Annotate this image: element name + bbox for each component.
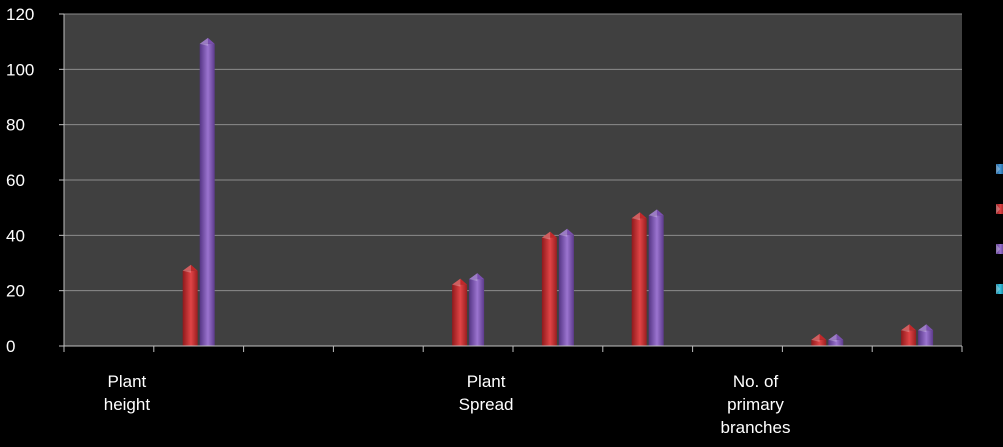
bar (901, 324, 917, 346)
x-category-label: No. of primary branches (721, 372, 791, 437)
bar (469, 273, 485, 346)
bar (811, 333, 827, 346)
x-category-label-line: Plant (467, 372, 506, 391)
y-tick-label: 120 (6, 5, 34, 24)
x-category-label-line: height (104, 395, 151, 414)
bar (631, 212, 647, 346)
x-category-label-line: primary (727, 395, 784, 414)
axes (59, 13, 963, 352)
legend (996, 164, 1003, 294)
bar (541, 231, 557, 346)
bar (648, 209, 664, 346)
bar (452, 278, 468, 346)
x-category-label: Plant Spread (459, 372, 514, 414)
legend-marker (996, 284, 1003, 294)
bar (558, 228, 574, 346)
legend-marker (996, 244, 1003, 254)
y-tick-label: 60 (6, 171, 25, 190)
y-tick-label: 20 (6, 282, 25, 301)
x-category-label-line: No. of (733, 372, 779, 391)
y-tick-label: 0 (6, 337, 15, 356)
legend-marker (996, 204, 1003, 214)
x-category-label: Plant height (104, 372, 151, 414)
bar (182, 264, 198, 346)
bar (918, 324, 934, 346)
x-category-label-line: Spread (459, 395, 514, 414)
x-category-label-line: branches (721, 418, 791, 437)
bar (199, 37, 215, 347)
bar (828, 333, 844, 346)
y-tick-label: 100 (6, 60, 34, 79)
y-tick-label: 40 (6, 226, 25, 245)
x-category-labels: Plant height Plant Spread No. of primary branc… (104, 372, 791, 437)
x-category-label-line: Plant (108, 372, 147, 391)
y-tick-labels: 0 20 40 60 80 100 120 (6, 5, 34, 356)
bars (182, 37, 934, 347)
y-tick-label: 80 (6, 116, 25, 135)
legend-marker (996, 164, 1003, 174)
